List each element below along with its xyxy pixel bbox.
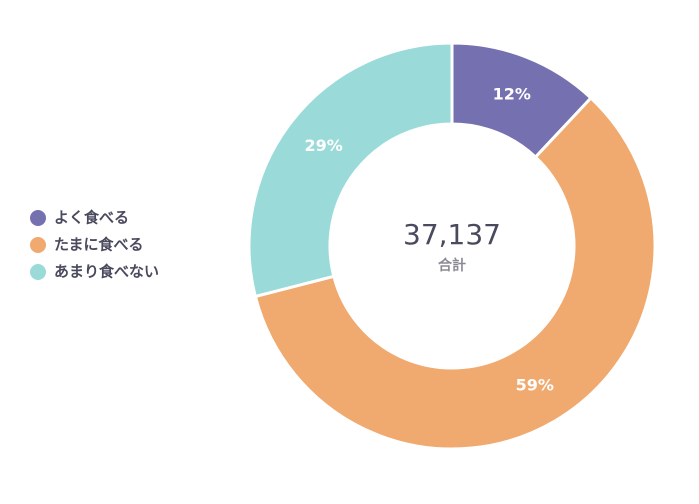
slice-label: 59% (516, 375, 554, 394)
total-caption: 合計 (438, 257, 466, 274)
slice-label: 12% (493, 84, 531, 103)
legend-marker (30, 237, 46, 253)
legend-marker (30, 210, 46, 226)
donut: 12% 59% 29% (247, 41, 657, 451)
slice-label: 29% (304, 136, 342, 155)
total-label: 37,137 (403, 218, 501, 251)
legend-marker (30, 264, 46, 280)
donut-slice (253, 95, 657, 451)
legend-label: よく食べる (54, 209, 129, 227)
donut-slice (247, 41, 454, 299)
legend-label: たまに食べる (54, 236, 144, 254)
legend-label: あまり食べない (54, 263, 159, 281)
